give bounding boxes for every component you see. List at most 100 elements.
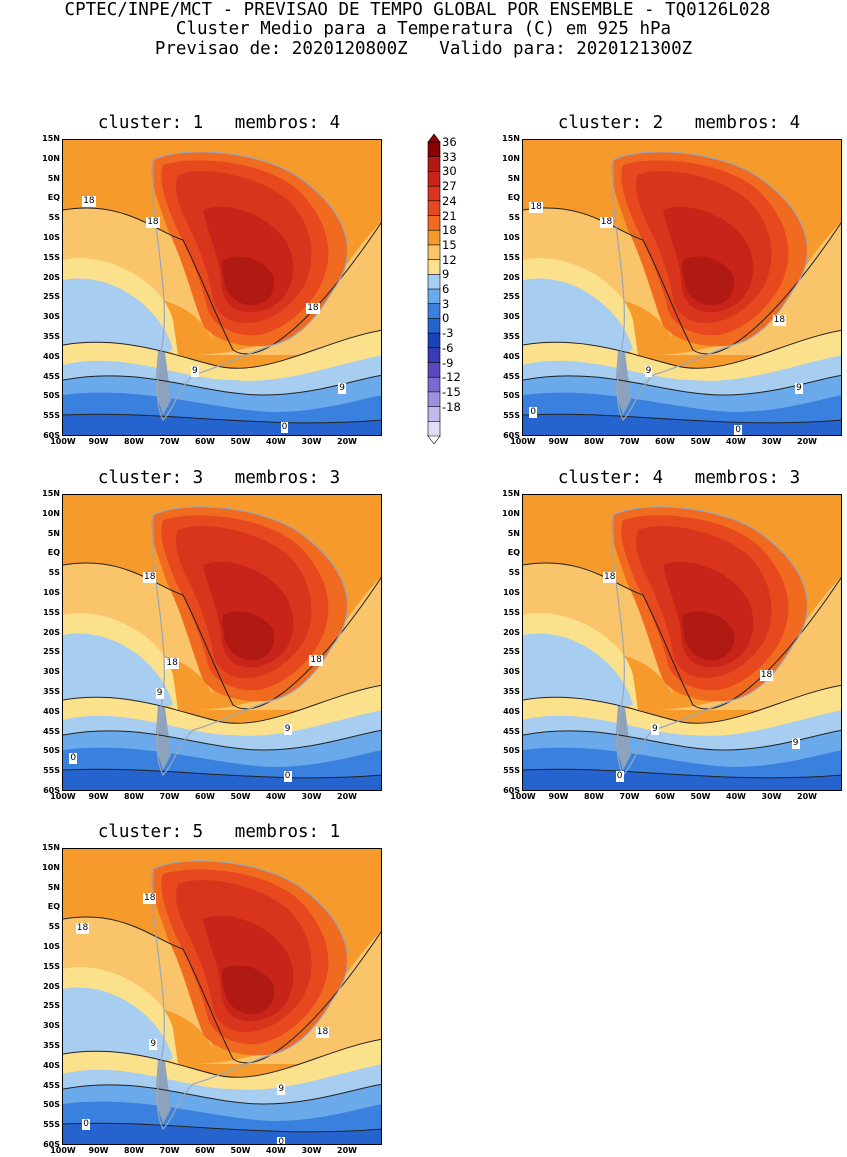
colorbar-swatch <box>427 141 441 158</box>
longitude-tick-label: 30W <box>301 792 322 801</box>
latitude-tick-label: 55S <box>43 411 60 421</box>
longitude-tick-label: 100W <box>50 792 76 801</box>
contour-label: 18 <box>143 893 157 905</box>
contour-label: 18 <box>82 196 96 208</box>
longitude-tick-label: 80W <box>124 792 144 801</box>
contour-label: 9 <box>795 383 803 395</box>
latitude-tick-label: 5N <box>47 173 60 183</box>
contour-label: 9 <box>191 365 199 377</box>
latitude-tick-label: 40S <box>43 1060 60 1070</box>
latitude-tick-label: 25S <box>503 292 520 302</box>
latitude-tick-label: 10N <box>42 508 60 518</box>
latitude-tick-label: 5S <box>508 213 520 223</box>
contour-label: 0 <box>615 771 624 783</box>
latitude-tick-label: EQ <box>507 548 520 558</box>
latitude-tick-label: 20S <box>503 272 520 282</box>
latitude-tick-label: 15N <box>42 134 60 143</box>
longitude-tick-label: 100W <box>50 437 76 446</box>
contour-label: 9 <box>651 723 659 735</box>
latitude-tick-label: 20S <box>43 272 60 282</box>
longitude-tick-label: 20W <box>797 792 817 801</box>
panel-title: cluster: 4 membros: 3 <box>557 468 801 488</box>
latitude-tick-label: 30S <box>43 1021 60 1031</box>
latitude-tick-label: 5S <box>48 922 60 932</box>
colorbar-label: -6 <box>442 340 454 355</box>
longitude-tick-label: 90W <box>88 1146 109 1155</box>
colorbar-swatch <box>427 185 441 202</box>
latitude-tick-label: 5N <box>507 173 520 183</box>
contour-label: 18 <box>529 202 543 214</box>
colorbar-swatch <box>427 288 441 305</box>
longitude-tick-label: 60W <box>195 1146 215 1155</box>
latitude-tick-label: 35S <box>43 687 60 696</box>
latitude-tick-label: 60S <box>43 431 60 440</box>
longitude-tick-label: 30W <box>301 437 322 446</box>
latitude-tick-label: 45S <box>43 371 60 381</box>
colorbar-max-arrow <box>427 134 441 143</box>
longitude-tick-label: 30W <box>301 1146 322 1155</box>
colorbar-swatch <box>427 332 441 349</box>
longitude-tick-label: 20W <box>337 1146 357 1155</box>
longitude-tick-label: 100W <box>510 792 536 801</box>
longitude-tick-label: 50W <box>230 792 251 801</box>
panel-title: cluster: 5 membros: 1 <box>97 822 341 842</box>
longitude-tick-label: 90W <box>548 792 569 801</box>
latitude-tick-label: 55S <box>503 411 520 421</box>
longitude-tick-label: 20W <box>797 437 817 446</box>
colorbar-label: 27 <box>442 179 457 194</box>
longitude-tick-label: 100W <box>50 1146 76 1155</box>
map-svg <box>523 495 841 790</box>
colorbar-label: -12 <box>442 370 461 385</box>
latitude-tick-label: 55S <box>43 1120 60 1130</box>
contour-label: 0 <box>734 425 742 436</box>
latitude-tick-label: EQ <box>47 548 60 558</box>
latitude-tick-label: 20S <box>503 627 520 637</box>
colorbar-label: -9 <box>442 355 454 370</box>
longitude-tick-label: 90W <box>88 437 109 446</box>
latitude-tick-label: 10N <box>502 153 520 163</box>
longitude-tick-label: 80W <box>124 1146 144 1155</box>
colorbar-min-arrow <box>427 435 441 444</box>
contour-label: 9 <box>644 365 653 377</box>
latitude-tick-label: 40S <box>43 351 60 361</box>
colorbar-label: -18 <box>442 399 461 414</box>
longitude-tick-label: 60W <box>655 792 675 801</box>
header-line-1: CPTEC/INPE/MCT - PREVISAO DE TEMPO GLOBA… <box>64 0 771 20</box>
longitude-tick-label: 40W <box>726 437 746 446</box>
colorbar-swatch <box>427 391 441 408</box>
latitude-tick-label: 30S <box>503 667 520 677</box>
map-svg <box>63 495 381 790</box>
colorbar-label: -15 <box>442 384 461 399</box>
colorbar-label: -3 <box>442 326 454 341</box>
longitude-tick-label: 70W <box>619 437 640 446</box>
contour-label: 18 <box>146 217 160 229</box>
latitude-tick-label: EQ <box>47 193 60 203</box>
latitude-tick-label: 15S <box>43 961 60 971</box>
contour-label: 0 <box>529 407 538 419</box>
contour-label: 9 <box>283 723 292 735</box>
contour-label: 18 <box>306 303 320 315</box>
latitude-tick-label: 20S <box>43 981 60 991</box>
longitude-tick-label: 100W <box>510 437 536 446</box>
colorbar-swatch <box>427 376 441 393</box>
colorbar-swatch <box>427 318 441 334</box>
latitude-tick-label: 5S <box>48 213 60 223</box>
latitude-tick-label: 60S <box>503 786 520 795</box>
latitude-tick-label: 25S <box>43 647 60 657</box>
latitude-tick-label: EQ <box>507 193 520 203</box>
colorbar-label: 18 <box>442 223 457 238</box>
latitude-tick-label: 60S <box>43 786 60 795</box>
longitude-tick-label: 80W <box>584 792 604 801</box>
latitude-tick-label: 25S <box>503 647 520 657</box>
latitude-tick-label: 5N <box>507 528 520 538</box>
latitude-tick-label: 25S <box>43 1001 60 1011</box>
latitude-tick-label: 40S <box>503 706 520 716</box>
latitude-tick-label: 15N <box>502 489 520 498</box>
colorbar-label: 0 <box>442 311 450 326</box>
longitude-tick-label: 50W <box>690 792 711 801</box>
latitude-tick-label: 10N <box>42 153 60 163</box>
colorbar-swatch <box>427 274 441 290</box>
longitude-tick-label: 60W <box>195 792 215 801</box>
contour-label: 18 <box>75 923 90 935</box>
latitude-tick-label: 40S <box>503 351 520 361</box>
